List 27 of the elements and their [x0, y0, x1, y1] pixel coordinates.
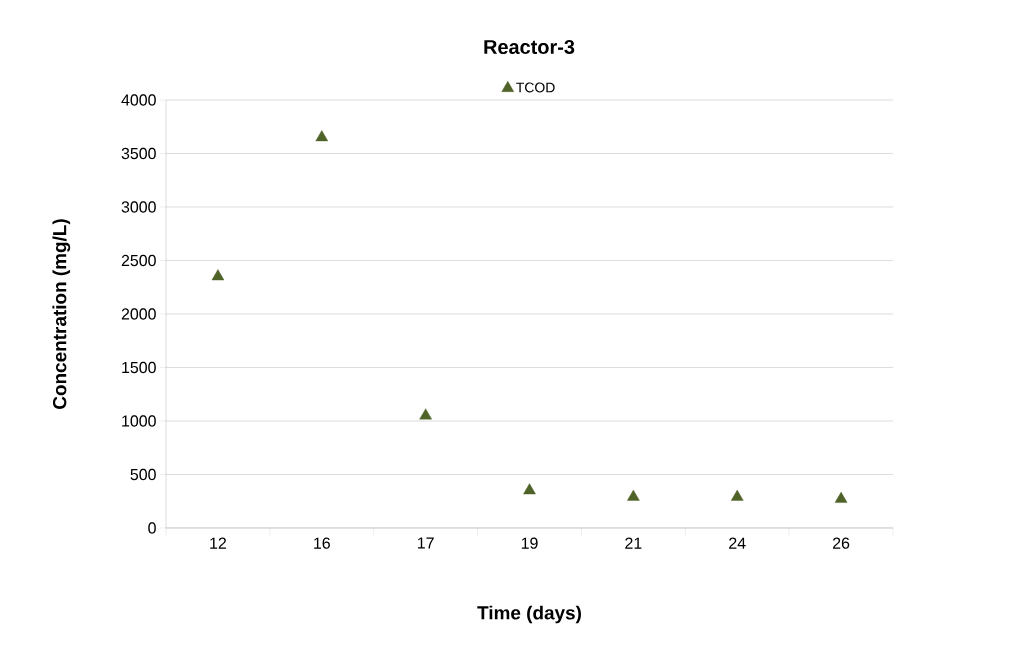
chart-title: Reactor-3: [484, 39, 575, 55]
y-tick-label: 1000: [122, 415, 156, 427]
point: [730, 489, 744, 501]
y-tick-label: 3000: [121, 201, 156, 213]
x-tick-label: 21: [625, 537, 642, 549]
y-tick-label: 1500: [122, 361, 156, 374]
point: [834, 491, 848, 503]
x-tick-label: 19: [521, 537, 538, 549]
y-tick-label: 0: [148, 522, 156, 534]
y-tick-label: 2000: [121, 308, 156, 320]
x-tick-label: 16: [314, 537, 330, 549]
y-tick-label: 500: [130, 468, 156, 481]
point: [419, 408, 432, 420]
point: [523, 483, 536, 495]
x-tick-label: 26: [833, 537, 850, 549]
point: [315, 130, 329, 142]
y-tick-label: 3500: [121, 147, 156, 160]
y-axis-title: Concentration (mg/L): [52, 219, 71, 409]
y-tick-label: 4000: [121, 94, 156, 106]
legend-label: TCOD: [516, 82, 555, 93]
point: [211, 269, 225, 281]
point: [627, 489, 640, 501]
x-tick-label: 24: [729, 537, 746, 549]
y-tick-label: 2500: [121, 254, 156, 267]
x-tick-label: 17: [418, 537, 434, 549]
x-axis-title: Time (days): [477, 605, 581, 624]
x-tick-label: 12: [210, 537, 226, 549]
